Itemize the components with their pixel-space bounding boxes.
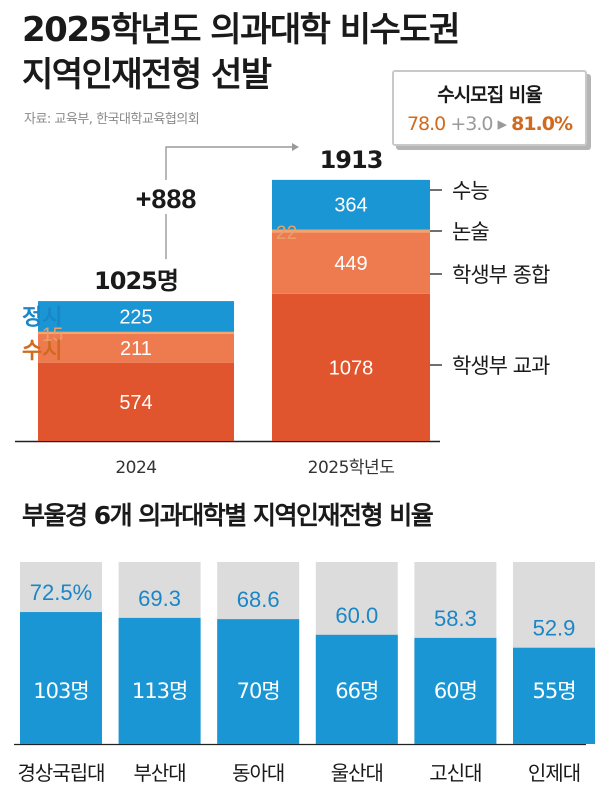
stacked-bar-chart: 574 211 15 225 2024 1025명 1078 449 22 364 2025학년도 1… <box>15 143 551 478</box>
university-label-1: 부산대 <box>133 761 185 785</box>
ratio-fill-0 <box>20 612 102 744</box>
ratio-from: 78.0 <box>406 113 446 135</box>
university-label-5: 인제대 <box>528 761 580 785</box>
increase-arrow-icon <box>292 143 299 151</box>
label-gyogwa-1: 1078 <box>329 357 374 379</box>
label-gyogwa-0: 574 <box>119 392 152 414</box>
bar-jonghap-1 <box>272 232 430 294</box>
ratio-fill-4 <box>414 637 497 744</box>
title-line1: 2025학년도 의과대학 비수도권 <box>22 10 460 50</box>
ratio-fill-1 <box>118 617 201 744</box>
label-suneung-0: 225 <box>119 306 152 328</box>
count-label-2: 70명 <box>237 679 280 703</box>
chart-title: 2025학년도 의과대학 비수도권 지역인재전형 선발 <box>22 8 460 98</box>
total-label-1: 1913 <box>320 146 383 174</box>
count-label-0: 103명 <box>33 679 88 703</box>
label-jonghap-0: 211 <box>120 338 152 360</box>
bar-nonsul-1 <box>272 229 430 233</box>
university-label-3: 울산대 <box>331 761 383 785</box>
university-label-4: 고신대 <box>429 761 481 785</box>
group-label-susi: 수시 <box>22 339 62 364</box>
ratio-to: 81.0% <box>511 113 573 135</box>
ratio-box-values: 78.0 +3.0 ▸ 81.0% <box>394 113 585 135</box>
ratio-label-2: 68.6 <box>237 587 280 612</box>
legend-label-1: 논술 <box>452 220 489 244</box>
ratio-label-1: 69.3 <box>138 586 181 611</box>
count-label-4: 60명 <box>434 679 477 703</box>
bar-suneung-1 <box>272 179 430 230</box>
label-jonghap-1: 449 <box>334 253 367 275</box>
legend-label-2: 학생부 종합 <box>452 263 550 287</box>
increase-label-bg <box>126 180 206 214</box>
title-line2: 지역인재전형 선발 <box>22 55 272 95</box>
section2-title: 부울경 6개 의과대학별 지역인재전형 비율 <box>22 501 434 530</box>
susi-ratio-box: 수시모집 비율 78.0 +3.0 ▸ 81.0% <box>392 70 587 146</box>
ratio-fill-2 <box>217 619 300 744</box>
bar-suneung-0 <box>38 301 234 332</box>
label-suneung-1: 364 <box>334 195 367 217</box>
ratio-label-0: 72.5% <box>30 580 92 605</box>
ratio-label-5: 52.9 <box>533 616 576 641</box>
increase-connector <box>165 146 292 260</box>
bar-gyogwa-1 <box>272 293 430 441</box>
count-label-1: 113명 <box>132 679 187 703</box>
ratio-label-3: 60.0 <box>335 603 378 628</box>
count-label-5: 55명 <box>532 679 575 703</box>
category-label-0: 2024 <box>115 458 156 478</box>
ratio-box-title: 수시모집 비율 <box>437 84 543 106</box>
source-note: 자료: 교육부, 한국대학교육협의회 <box>24 112 200 127</box>
university-label-2: 동아대 <box>232 761 284 785</box>
ratio-arrow-icon: ▸ <box>497 113 507 135</box>
ratio-change: +3.0 <box>450 113 493 135</box>
bar-jonghap-0 <box>38 333 234 363</box>
increase-label: +888 <box>136 184 197 214</box>
category-label-1: 2025학년도 <box>308 458 395 478</box>
group-label-jeongsi: 정시 <box>22 305 62 330</box>
label-nonsul-1: 22 <box>276 223 297 244</box>
university-label-0: 경상국립대 <box>18 761 105 785</box>
ratio-fill-5 <box>513 647 595 744</box>
ratio-label-4: 58.3 <box>434 606 477 631</box>
ratio-fill-3 <box>315 634 398 744</box>
label-nonsul-0: 15 <box>42 325 63 346</box>
count-label-3: 66명 <box>335 679 378 703</box>
legend-label-3: 학생부 교과 <box>452 354 550 378</box>
total-label-0: 1025명 <box>94 267 178 295</box>
legend-label-0: 수능 <box>452 179 489 203</box>
bar-nonsul-0 <box>38 331 234 334</box>
bar-gyogwa-0 <box>38 362 234 441</box>
